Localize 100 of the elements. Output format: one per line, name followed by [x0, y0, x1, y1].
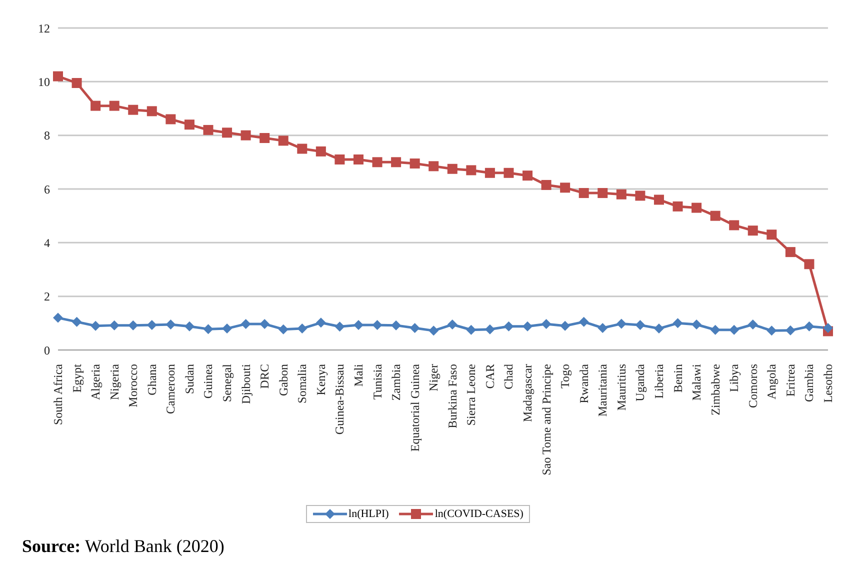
point: [297, 144, 308, 154]
x-tick-label: Sudan: [182, 364, 196, 394]
point: [748, 320, 758, 330]
x-tick-label: Mali: [351, 363, 366, 387]
x-tick-label: Cameroon: [164, 364, 178, 414]
point: [146, 320, 157, 330]
point: [804, 259, 814, 270]
point: [447, 320, 458, 330]
point: [260, 318, 270, 329]
point: [203, 324, 214, 334]
legend-label: ln(HLPI): [348, 508, 389, 520]
point: [316, 146, 326, 156]
point: [166, 320, 176, 330]
point: [654, 194, 664, 205]
x-tick-label: Eritrea: [783, 363, 798, 397]
x-tick-label: Mauritius: [614, 364, 628, 411]
x-tick-label: Uganda: [633, 363, 648, 402]
point: [203, 124, 214, 135]
x-tick-label: Algeria: [88, 363, 103, 400]
x-tick-label: Comoros: [746, 364, 760, 408]
x-tick-label: Sao Tome and Principe: [539, 364, 554, 476]
x-tick-label: Senegal: [220, 363, 234, 402]
x-tick-label: CAR: [482, 364, 497, 389]
point: [410, 322, 420, 333]
y-tick-label: 6: [44, 182, 50, 196]
point: [240, 130, 251, 140]
point: [729, 220, 740, 230]
point: [109, 100, 120, 111]
point: [635, 320, 646, 330]
x-tick-label: Mauritania: [596, 363, 610, 417]
point: [522, 170, 533, 181]
point: [785, 247, 796, 258]
x-tick-label: Morocco: [126, 364, 140, 408]
x-tick-label: Sierra Leone: [464, 364, 478, 426]
point: [748, 226, 758, 236]
x-tick-label: Guinea-Bissau: [332, 364, 347, 435]
point: [578, 316, 589, 327]
point: [391, 157, 402, 168]
point: [598, 188, 608, 198]
point: [692, 202, 702, 213]
x-tick-label: Niger: [426, 364, 441, 392]
point: [297, 324, 308, 334]
point: [804, 321, 814, 332]
point: [504, 168, 514, 178]
point: [428, 161, 439, 172]
point: [240, 318, 251, 329]
point: [222, 324, 232, 334]
source-note: Source: World Bank (2020): [22, 536, 226, 557]
point: [334, 322, 345, 332]
point: [353, 320, 364, 330]
point: [428, 326, 439, 336]
point: [353, 154, 364, 164]
y-tick-label: 2: [44, 290, 50, 304]
point: [766, 230, 777, 240]
x-tick-label: Angola: [764, 363, 779, 400]
point: [692, 320, 702, 330]
point: [560, 320, 570, 331]
point: [184, 120, 194, 130]
x-tick-label: Burkina Faso: [445, 364, 460, 428]
x-tick-label: Equatorial Guinea: [408, 363, 422, 452]
point: [316, 318, 326, 328]
x-tick-label: Ghana: [144, 363, 159, 396]
point: [222, 128, 232, 138]
point: [785, 325, 796, 336]
point: [53, 312, 63, 323]
point: [372, 157, 382, 168]
point: [372, 320, 382, 330]
point: [184, 321, 194, 332]
x-tick-label: Liberia: [652, 363, 666, 399]
point: [146, 106, 157, 116]
point: [109, 320, 120, 330]
point: [128, 104, 138, 115]
x-tick-label: Libya: [727, 363, 742, 392]
point: [484, 324, 495, 334]
point: [128, 320, 138, 330]
y-tick-label: 0: [44, 343, 50, 358]
x-tick-label: South Africa: [51, 363, 65, 425]
x-tick-label: Togo: [558, 364, 572, 388]
point: [598, 322, 608, 333]
y-tick-label: 4: [44, 236, 50, 250]
x-tick-label: Benin: [670, 364, 685, 393]
point: [72, 316, 82, 327]
point: [504, 321, 514, 332]
point: [766, 326, 777, 336]
point: [72, 78, 82, 88]
point: [466, 324, 476, 335]
x-tick-label: Guinea: [201, 363, 216, 399]
x-tick-label: Zimbabwe: [708, 364, 722, 416]
point: [90, 320, 101, 331]
point: [260, 133, 270, 144]
point: [672, 201, 683, 212]
point: [578, 188, 589, 198]
point: [53, 71, 63, 82]
point: [560, 182, 570, 193]
x-tick-label: Egypt: [70, 363, 84, 393]
point: [484, 168, 495, 178]
x-tick-label: Lesotho: [821, 364, 835, 403]
y-tick-label: 8: [44, 128, 50, 143]
point: [522, 321, 533, 332]
point: [541, 318, 552, 329]
